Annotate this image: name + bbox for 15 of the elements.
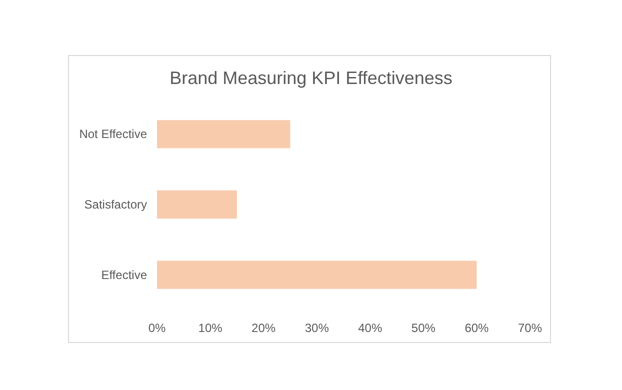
x-tick-label: 30% bbox=[304, 321, 330, 335]
chart-title: Brand Measuring KPI Effectiveness bbox=[170, 68, 452, 88]
y-tick-label: Not Effective bbox=[79, 127, 148, 142]
x-tick-label: 0% bbox=[148, 321, 166, 335]
x-tick-label: 20% bbox=[252, 321, 276, 335]
y-tick-label: Effective bbox=[101, 268, 148, 282]
bar bbox=[157, 260, 477, 289]
bar bbox=[157, 120, 290, 148]
y-tick-label: Satisfactory bbox=[84, 198, 147, 212]
x-tick-label: 60% bbox=[464, 321, 490, 335]
x-tick-label: 10% bbox=[198, 321, 223, 335]
x-tick-label: 40% bbox=[358, 321, 382, 335]
x-tick-label: 50% bbox=[411, 321, 436, 335]
bar bbox=[157, 190, 237, 219]
x-tick-label: 70% bbox=[518, 321, 542, 335]
